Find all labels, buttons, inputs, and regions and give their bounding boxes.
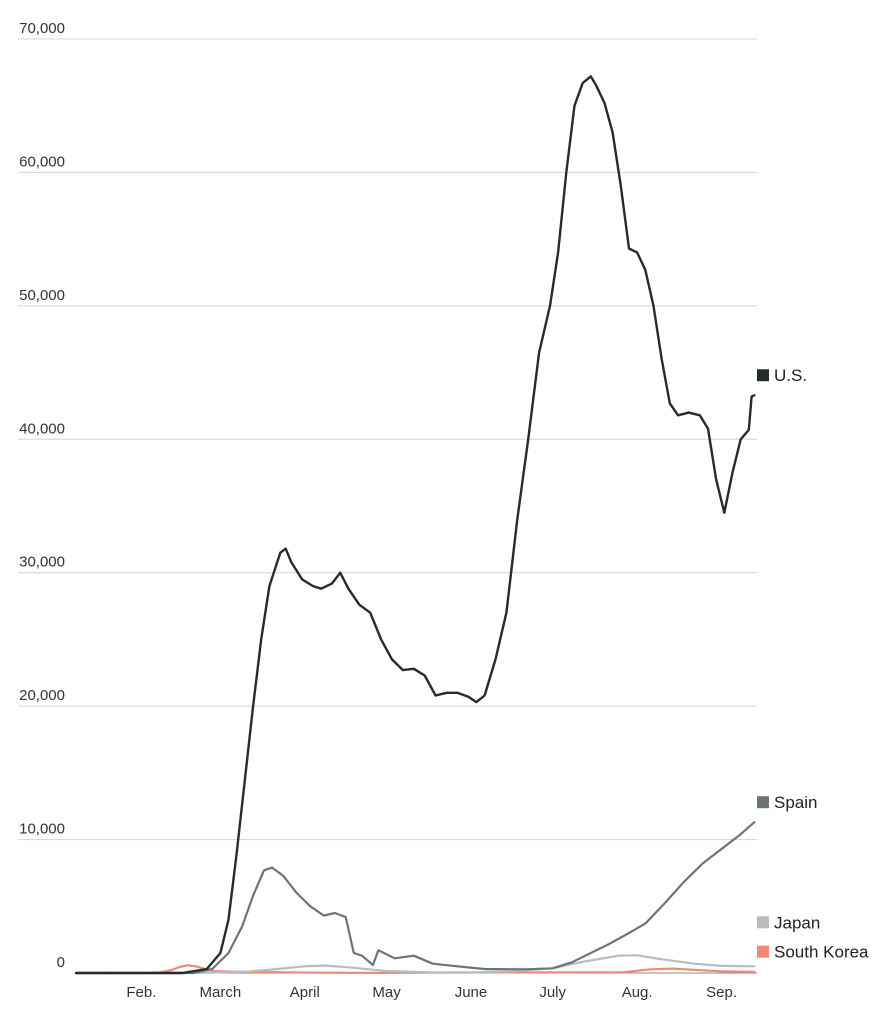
- y-tick-label: 20,000: [19, 687, 65, 704]
- legend-swatch-japan: [757, 916, 769, 929]
- series-lines: [74, 75, 756, 975]
- legend: South Korea Japan Spain U.S.: [757, 366, 869, 962]
- y-tick-label: 70,000: [19, 20, 65, 37]
- legend-label-spain: Spain: [774, 793, 817, 812]
- series-line-u-s: [74, 75, 756, 975]
- y-tick-label: 10,000: [19, 821, 65, 838]
- y-tick-label: 30,000: [19, 554, 65, 571]
- legend-label-japan: Japan: [774, 913, 820, 932]
- series-line-japan: [74, 954, 756, 975]
- legend-label-u-s: U.S.: [774, 366, 807, 385]
- x-tick-label: Feb.: [126, 984, 156, 1001]
- legend-swatch-south-korea: [757, 945, 769, 958]
- grid-lines: [18, 38, 757, 841]
- legend-label-south-korea: South Korea: [774, 943, 869, 962]
- y-tick-label: 40,000: [19, 420, 65, 437]
- x-axis: Feb. March April May June July Aug. Sep.: [76, 972, 757, 1001]
- y-tick-label: 0: [57, 954, 65, 971]
- y-tick-label: 50,000: [19, 287, 65, 304]
- legend-swatch-u-s: [757, 369, 769, 382]
- x-tick-label: April: [290, 984, 320, 1001]
- y-tick-label: 60,000: [19, 153, 65, 170]
- y-axis-ticks: 0 10,000 20,000 30,000 40,000 50,000 60,000 70,…: [19, 20, 65, 971]
- x-tick-label: July: [539, 984, 566, 1001]
- x-tick-label: June: [455, 984, 488, 1001]
- x-tick-label: Sep.: [706, 984, 737, 1001]
- x-tick-label: Aug.: [622, 984, 653, 1001]
- series-line-south-korea: [74, 964, 756, 975]
- legend-swatch-spain: [757, 796, 769, 809]
- x-tick-label: May: [372, 984, 401, 1001]
- series-line-spain: [74, 821, 756, 975]
- x-tick-label: March: [200, 984, 242, 1001]
